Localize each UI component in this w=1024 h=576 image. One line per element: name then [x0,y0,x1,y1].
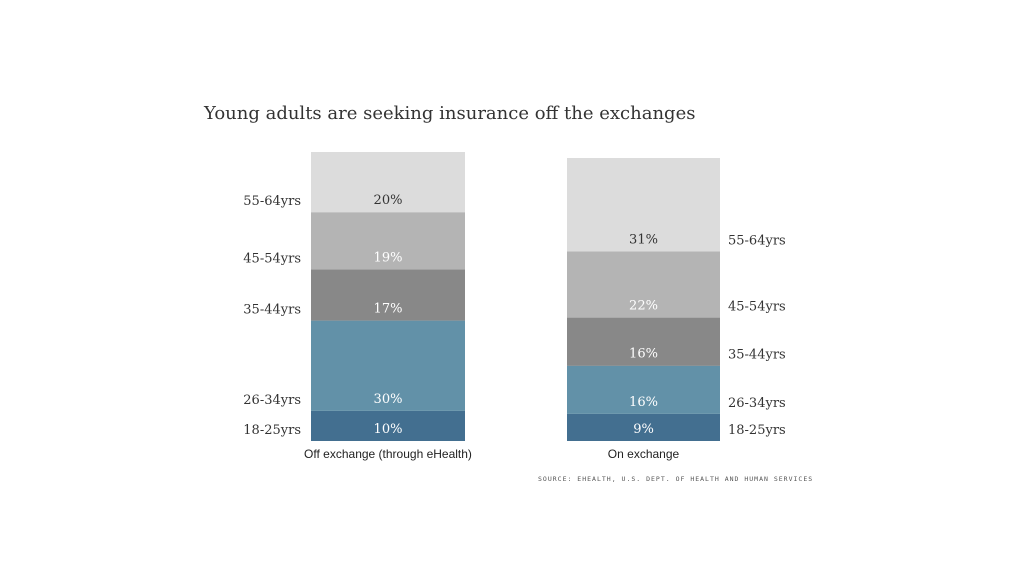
bar-1-35-44yrs [311,269,465,321]
bar-1-18-25yrs [311,410,465,441]
bar-1-26-34yrs-value-label: 30% [374,392,403,407]
bar-2-26-34yrs-value-label: 16% [629,395,658,410]
age-label-2-18-25yrs: 18-25yrs [728,423,786,438]
age-label-1-45-54yrs: 45-54yrs [243,251,301,266]
age-label-1-18-25yrs: 18-25yrs [243,423,301,438]
age-label-2-26-34yrs: 26-34yrs [728,396,786,411]
bar-1-45-54yrs-value-label: 19% [374,250,403,265]
age-label-1-35-44yrs: 35-44yrs [243,303,301,318]
bar-2-26-34yrs [567,365,720,414]
bar-1-18-25yrs-value-label: 10% [374,422,403,437]
chart-title: Young adults are seeking insurance off t… [203,103,695,124]
bar-2-45-54yrs [567,251,720,318]
bar-2-55-64yrs [567,158,720,252]
bar-1-26-34yrs [311,320,465,411]
bar-1-55-64yrs-value-label: 20% [374,193,403,208]
bar-2-18-25yrs-value-label: 9% [633,422,654,437]
bar-1-35-44yrs-value-label: 17% [374,302,403,317]
age-label-2-55-64yrs: 55-64yrs [728,233,786,248]
bars-group [311,152,720,441]
age-label-2-45-54yrs: 45-54yrs [728,300,786,315]
bar-1-55-64yrs [311,152,465,213]
age-label-2-35-44yrs: 35-44yrs [728,348,786,363]
source-note: SOURCE: EHEALTH, U.S. DEPT. OF HEALTH AN… [538,475,813,483]
bar-1-45-54yrs [311,212,465,270]
age-label-1-55-64yrs: 55-64yrs [243,194,301,209]
bar-2-35-44yrs [567,317,720,366]
bar-2-45-54yrs-value-label: 22% [629,299,658,314]
labels-group: 10% 18-25yrs 30% 26-34yrs 17% 35-44yrs 19% 45-5… [243,193,785,461]
age-label-1-26-34yrs: 26-34yrs [243,393,301,408]
bar-2-55-64yrs-value-label: 31% [629,232,658,247]
bar-2-35-44yrs-value-label: 16% [629,347,658,362]
bar-2-18-25yrs [567,413,720,441]
category-label-1: Off exchange (through eHealth) [304,447,472,461]
category-label-2: On exchange [608,447,680,461]
